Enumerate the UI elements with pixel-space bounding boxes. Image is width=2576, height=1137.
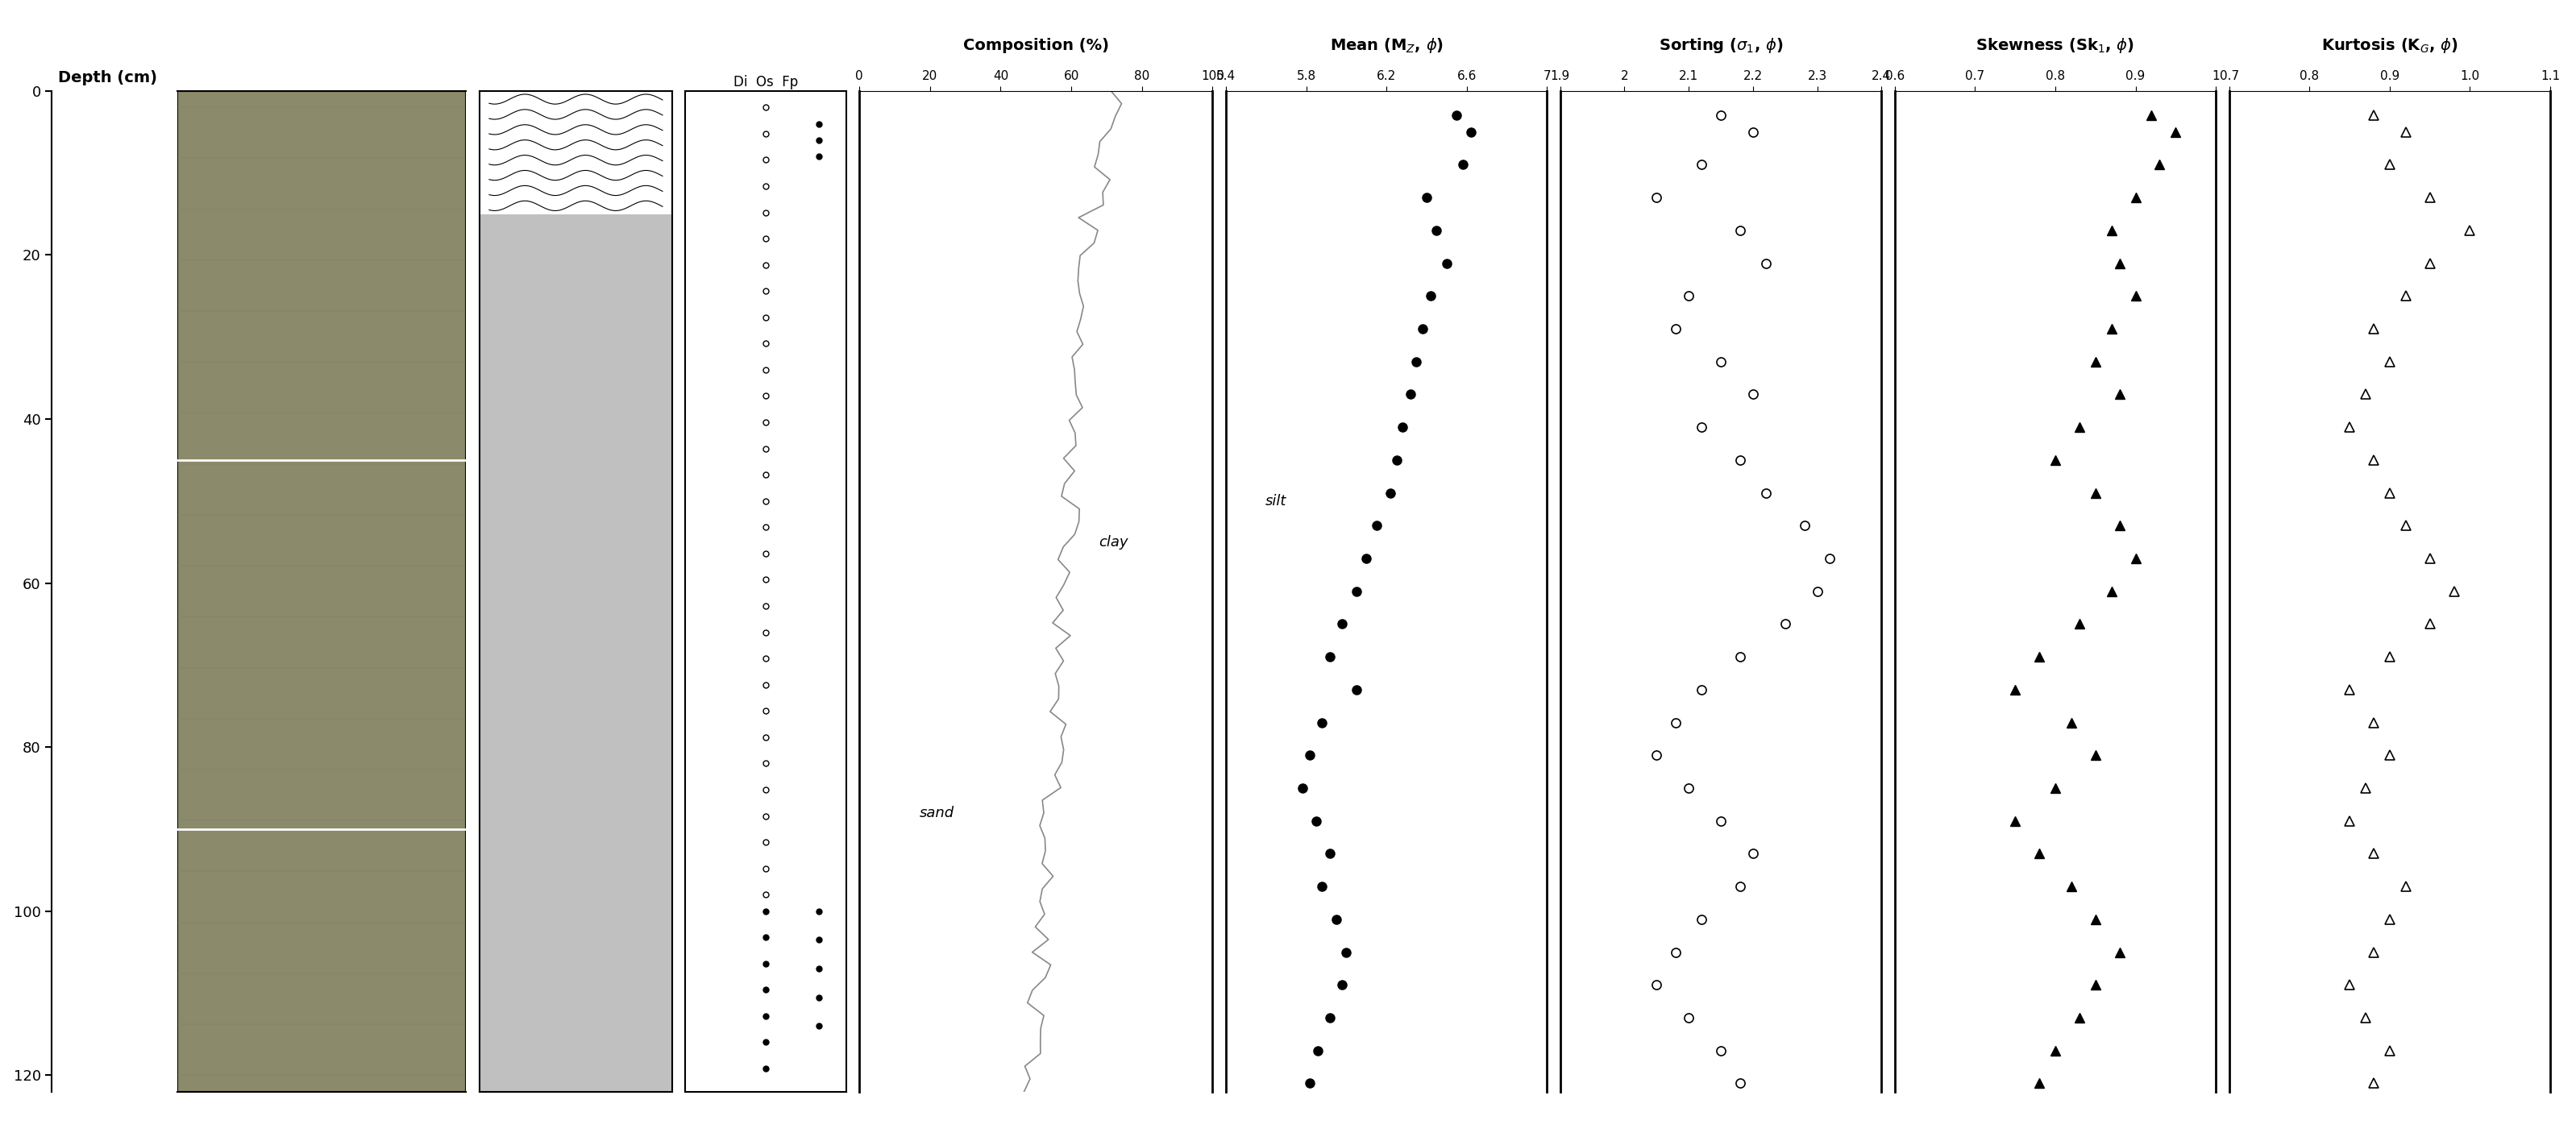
Title: Composition (%): Composition (%) xyxy=(963,39,1108,53)
Title: Mean (M$_Z$, $\phi$): Mean (M$_Z$, $\phi$) xyxy=(1329,36,1443,56)
Title: Kurtosis (K$_G$, $\phi$): Kurtosis (K$_G$, $\phi$) xyxy=(2321,36,2458,56)
Text: sand: sand xyxy=(920,805,956,820)
Title: Sorting ($\sigma_1$, $\phi$): Sorting ($\sigma_1$, $\phi$) xyxy=(1659,36,1783,56)
Title: Depth (cm): Depth (cm) xyxy=(59,69,157,85)
Bar xyxy=(479,214,672,1092)
Bar xyxy=(479,91,672,214)
Title: Skewness (Sk$_1$, $\phi$): Skewness (Sk$_1$, $\phi$) xyxy=(1976,36,2136,56)
Text: clay: clay xyxy=(1100,534,1128,549)
Text: silt: silt xyxy=(1265,493,1285,508)
Title: Di  Os  Fp: Di Os Fp xyxy=(734,75,799,90)
